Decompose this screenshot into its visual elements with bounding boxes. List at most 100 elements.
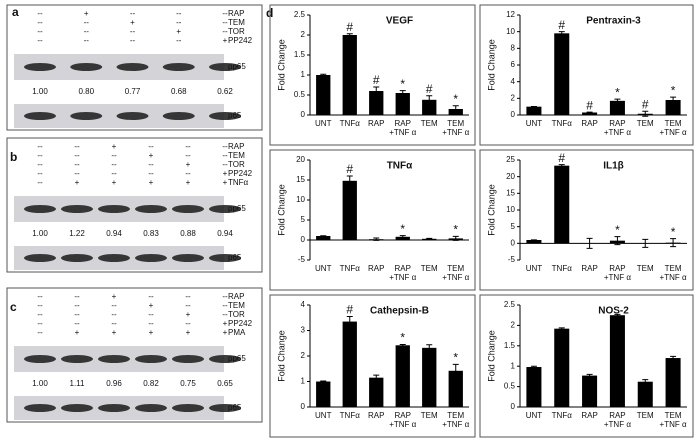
band-label: p65 bbox=[228, 403, 242, 412]
error-bar bbox=[614, 313, 621, 317]
error-bar bbox=[373, 237, 380, 241]
treatment-sign: -- bbox=[185, 319, 191, 328]
treatment-name: TNFα bbox=[228, 178, 249, 187]
chart-panel bbox=[269, 294, 476, 438]
bar bbox=[609, 315, 625, 407]
significance-mark: # bbox=[642, 97, 649, 111]
quant-value: 0.83 bbox=[143, 229, 159, 238]
error-bar bbox=[452, 235, 459, 241]
x-tick-label: RAP +TNF α bbox=[604, 411, 631, 429]
y-tick-label: 3 bbox=[301, 326, 306, 335]
y-tick-label: 0 bbox=[511, 238, 516, 247]
bar bbox=[316, 75, 331, 115]
error-bar bbox=[642, 379, 649, 385]
treatment-name: TEM bbox=[228, 18, 245, 27]
blot-band bbox=[135, 404, 167, 412]
blot-band bbox=[98, 254, 130, 262]
error-bar bbox=[642, 110, 649, 117]
y-tick-label: 1 bbox=[511, 361, 516, 370]
bar bbox=[342, 180, 357, 240]
treatment-sign: -- bbox=[148, 319, 154, 328]
blot-panel bbox=[6, 4, 263, 131]
bar bbox=[526, 367, 542, 407]
bar bbox=[448, 370, 463, 407]
treatment-sign: + bbox=[112, 328, 117, 337]
error-bar bbox=[558, 164, 565, 168]
x-tick-label: TEM +TNF α bbox=[442, 264, 469, 282]
treatment-sign: -- bbox=[148, 142, 154, 151]
x-tick-label: TEM +TNF α bbox=[442, 411, 469, 429]
error-bar bbox=[452, 363, 459, 378]
treatment-sign: -- bbox=[37, 178, 43, 187]
y-tick-label: 5 bbox=[511, 222, 516, 231]
chart-title: VEGF bbox=[386, 16, 413, 27]
y-tick-label: 15 bbox=[506, 188, 515, 197]
blot-band bbox=[61, 254, 93, 262]
significance-mark: # bbox=[558, 151, 565, 165]
treatment-name: TOR bbox=[228, 310, 245, 319]
x-tick-label: TNFα bbox=[552, 264, 573, 273]
x-tick-label: TNFα bbox=[340, 264, 361, 273]
treatment-sign: + bbox=[112, 142, 117, 151]
band-label: pp65 bbox=[228, 62, 246, 71]
x-tick-label: RAP bbox=[368, 264, 384, 273]
error-bar bbox=[426, 95, 433, 105]
treatment-sign: -- bbox=[185, 151, 191, 160]
blot-band bbox=[209, 205, 241, 213]
y-axis-label: Fold Change bbox=[276, 39, 286, 91]
treatment-sign: + bbox=[186, 178, 191, 187]
significance-mark: * bbox=[615, 85, 620, 99]
error-bar bbox=[346, 33, 353, 37]
treatment-sign: -- bbox=[111, 301, 117, 310]
quant-value: 1.00 bbox=[32, 229, 48, 238]
bar bbox=[342, 321, 357, 407]
error-bar bbox=[399, 90, 406, 96]
significance-mark: * bbox=[400, 77, 405, 91]
blot-band bbox=[172, 254, 204, 262]
significance-mark: * bbox=[671, 83, 676, 97]
error-bar bbox=[426, 344, 433, 352]
chart-title: TNFα bbox=[387, 161, 413, 172]
bar bbox=[316, 381, 331, 407]
bar bbox=[554, 328, 570, 407]
x-tick-label: UNT bbox=[526, 411, 543, 420]
y-tick-label: 2 bbox=[301, 30, 306, 39]
x-tick-label: TEM bbox=[637, 119, 654, 128]
treatment-sign: -- bbox=[222, 310, 228, 319]
x-tick-label: RAP +TNF α bbox=[604, 119, 631, 137]
quant-value: 0.88 bbox=[180, 229, 196, 238]
chart-panel bbox=[269, 149, 476, 291]
chart-panel bbox=[269, 4, 476, 146]
quant-value: 0.75 bbox=[180, 379, 196, 388]
treatment-sign: -- bbox=[148, 292, 154, 301]
blot-band bbox=[70, 112, 103, 120]
x-tick-label: UNT bbox=[526, 119, 543, 128]
quant-value: 0.94 bbox=[106, 229, 122, 238]
blot-band bbox=[24, 254, 56, 262]
chart-title: NOS-2 bbox=[598, 306, 629, 317]
blot-band bbox=[172, 355, 204, 363]
x-tick-label: RAP bbox=[581, 119, 597, 128]
quant-value: 0.82 bbox=[143, 379, 159, 388]
significance-mark: * bbox=[453, 92, 458, 106]
treatment-sign: -- bbox=[222, 301, 228, 310]
panel-letter: b bbox=[10, 150, 17, 164]
treatment-name: TOR bbox=[228, 27, 245, 36]
y-tick-label: 15 bbox=[296, 175, 305, 184]
bar bbox=[369, 377, 384, 407]
treatment-sign: -- bbox=[37, 36, 43, 45]
bar bbox=[316, 236, 331, 240]
treatment-name: PMA bbox=[228, 328, 246, 337]
y-tick-label: 2 bbox=[511, 321, 516, 330]
treatment-sign: -- bbox=[222, 9, 228, 18]
y-tick-label: 10 bbox=[296, 195, 305, 204]
bar bbox=[422, 99, 437, 115]
blot-band bbox=[135, 205, 167, 213]
treatment-sign: -- bbox=[37, 292, 43, 301]
error-bar bbox=[670, 96, 677, 104]
treatment-sign: -- bbox=[37, 27, 43, 36]
treatment-sign: + bbox=[75, 178, 80, 187]
treatment-sign: + bbox=[176, 27, 181, 36]
error-bar bbox=[586, 373, 593, 378]
error-bar bbox=[346, 315, 353, 328]
